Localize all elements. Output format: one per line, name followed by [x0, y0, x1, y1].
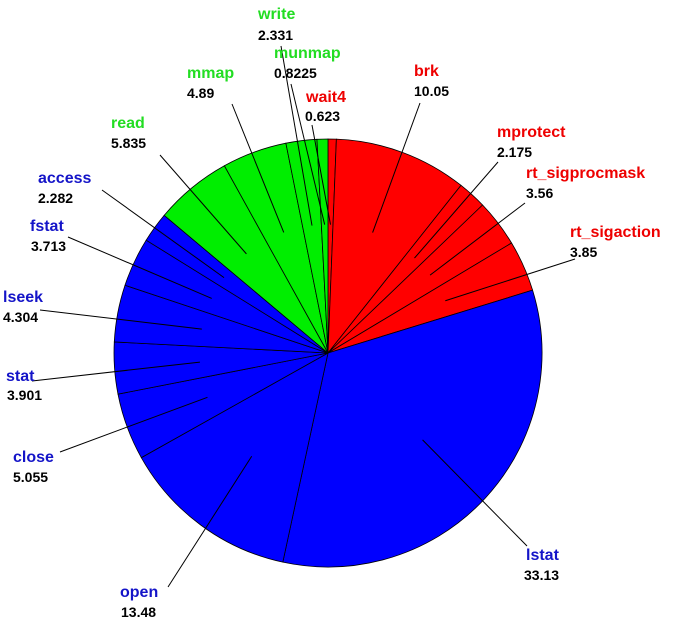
slice-value-mmap: 4.89: [187, 85, 214, 101]
slice-label-stat: stat: [6, 368, 35, 385]
label-leader-lines: [31, 45, 576, 588]
leader-line-mprotect: [414, 161, 499, 259]
slice-label-close: close: [13, 449, 54, 466]
slice-label-rt-sigaction: rt_sigaction: [570, 224, 661, 241]
slice-label-lseek: lseek: [3, 289, 43, 306]
leader-line-munmap: [290, 83, 326, 225]
leader-line-access: [101, 189, 225, 279]
slice-label-open: open: [120, 584, 158, 601]
slice-label-lstat: lstat: [526, 547, 560, 564]
leader-line-mmap: [231, 103, 285, 233]
slice-value-fstat: 3.713: [31, 238, 66, 254]
slice-label-rt-sigprocmask: rt_sigprocmask: [526, 165, 645, 182]
slice-label-munmap: munmap: [274, 45, 341, 62]
slice-value-munmap: 0.8225: [274, 65, 317, 81]
slice-value-rt-sigprocmask: 3.56: [526, 185, 553, 201]
leader-line-close: [59, 396, 208, 453]
pie-slices: [113, 138, 543, 568]
pie-slice-lstat: [282, 289, 543, 568]
leader-line-fstat: [67, 236, 212, 299]
slice-label-fstat: fstat: [30, 218, 64, 235]
leader-line-read: [159, 154, 247, 255]
leader-line-brk: [372, 102, 421, 233]
slice-value-lstat: 33.13: [524, 567, 559, 583]
slice-value-stat: 3.901: [7, 387, 42, 403]
slice-label-mmap: mmap: [187, 65, 234, 82]
slice-value-write: 2.331: [258, 27, 293, 43]
slice-value-open: 13.48: [121, 604, 156, 620]
slice-value-access: 2.282: [38, 190, 73, 206]
slice-value-brk: 10.05: [414, 83, 449, 99]
leader-line-rt-sigprocmask: [429, 202, 526, 276]
slice-label-mprotect: mprotect: [497, 124, 566, 141]
leader-line-write: [280, 45, 313, 226]
leader-line-open: [167, 456, 253, 588]
slice-value-wait4: 0.623: [305, 108, 340, 124]
slice-value-close: 5.055: [13, 469, 48, 485]
slice-value-read: 5.835: [111, 135, 146, 151]
slice-value-lseek: 4.304: [3, 309, 38, 325]
leader-line-wait4: [311, 124, 332, 225]
leader-line-rt-sigaction: [445, 258, 576, 302]
slice-labels: wait4 0.623 brk 10.05 mprotect 2.175 rt_sigpro…: [3, 6, 661, 620]
slice-label-wait4: wait4: [305, 89, 346, 106]
slice-value-rt-sigaction: 3.85: [570, 244, 597, 260]
pie-slice-munmap: [316, 138, 329, 354]
slice-value-mprotect: 2.175: [497, 144, 532, 160]
slice-label-write: write: [257, 6, 295, 23]
leader-line-lseek: [39, 309, 202, 330]
leader-line-stat: [31, 361, 200, 382]
leader-line-lstat: [422, 439, 528, 547]
slice-label-brk: brk: [414, 63, 439, 80]
pie-slice-open: [140, 352, 329, 563]
slice-label-read: read: [111, 115, 145, 132]
slice-label-access: access: [38, 170, 91, 187]
